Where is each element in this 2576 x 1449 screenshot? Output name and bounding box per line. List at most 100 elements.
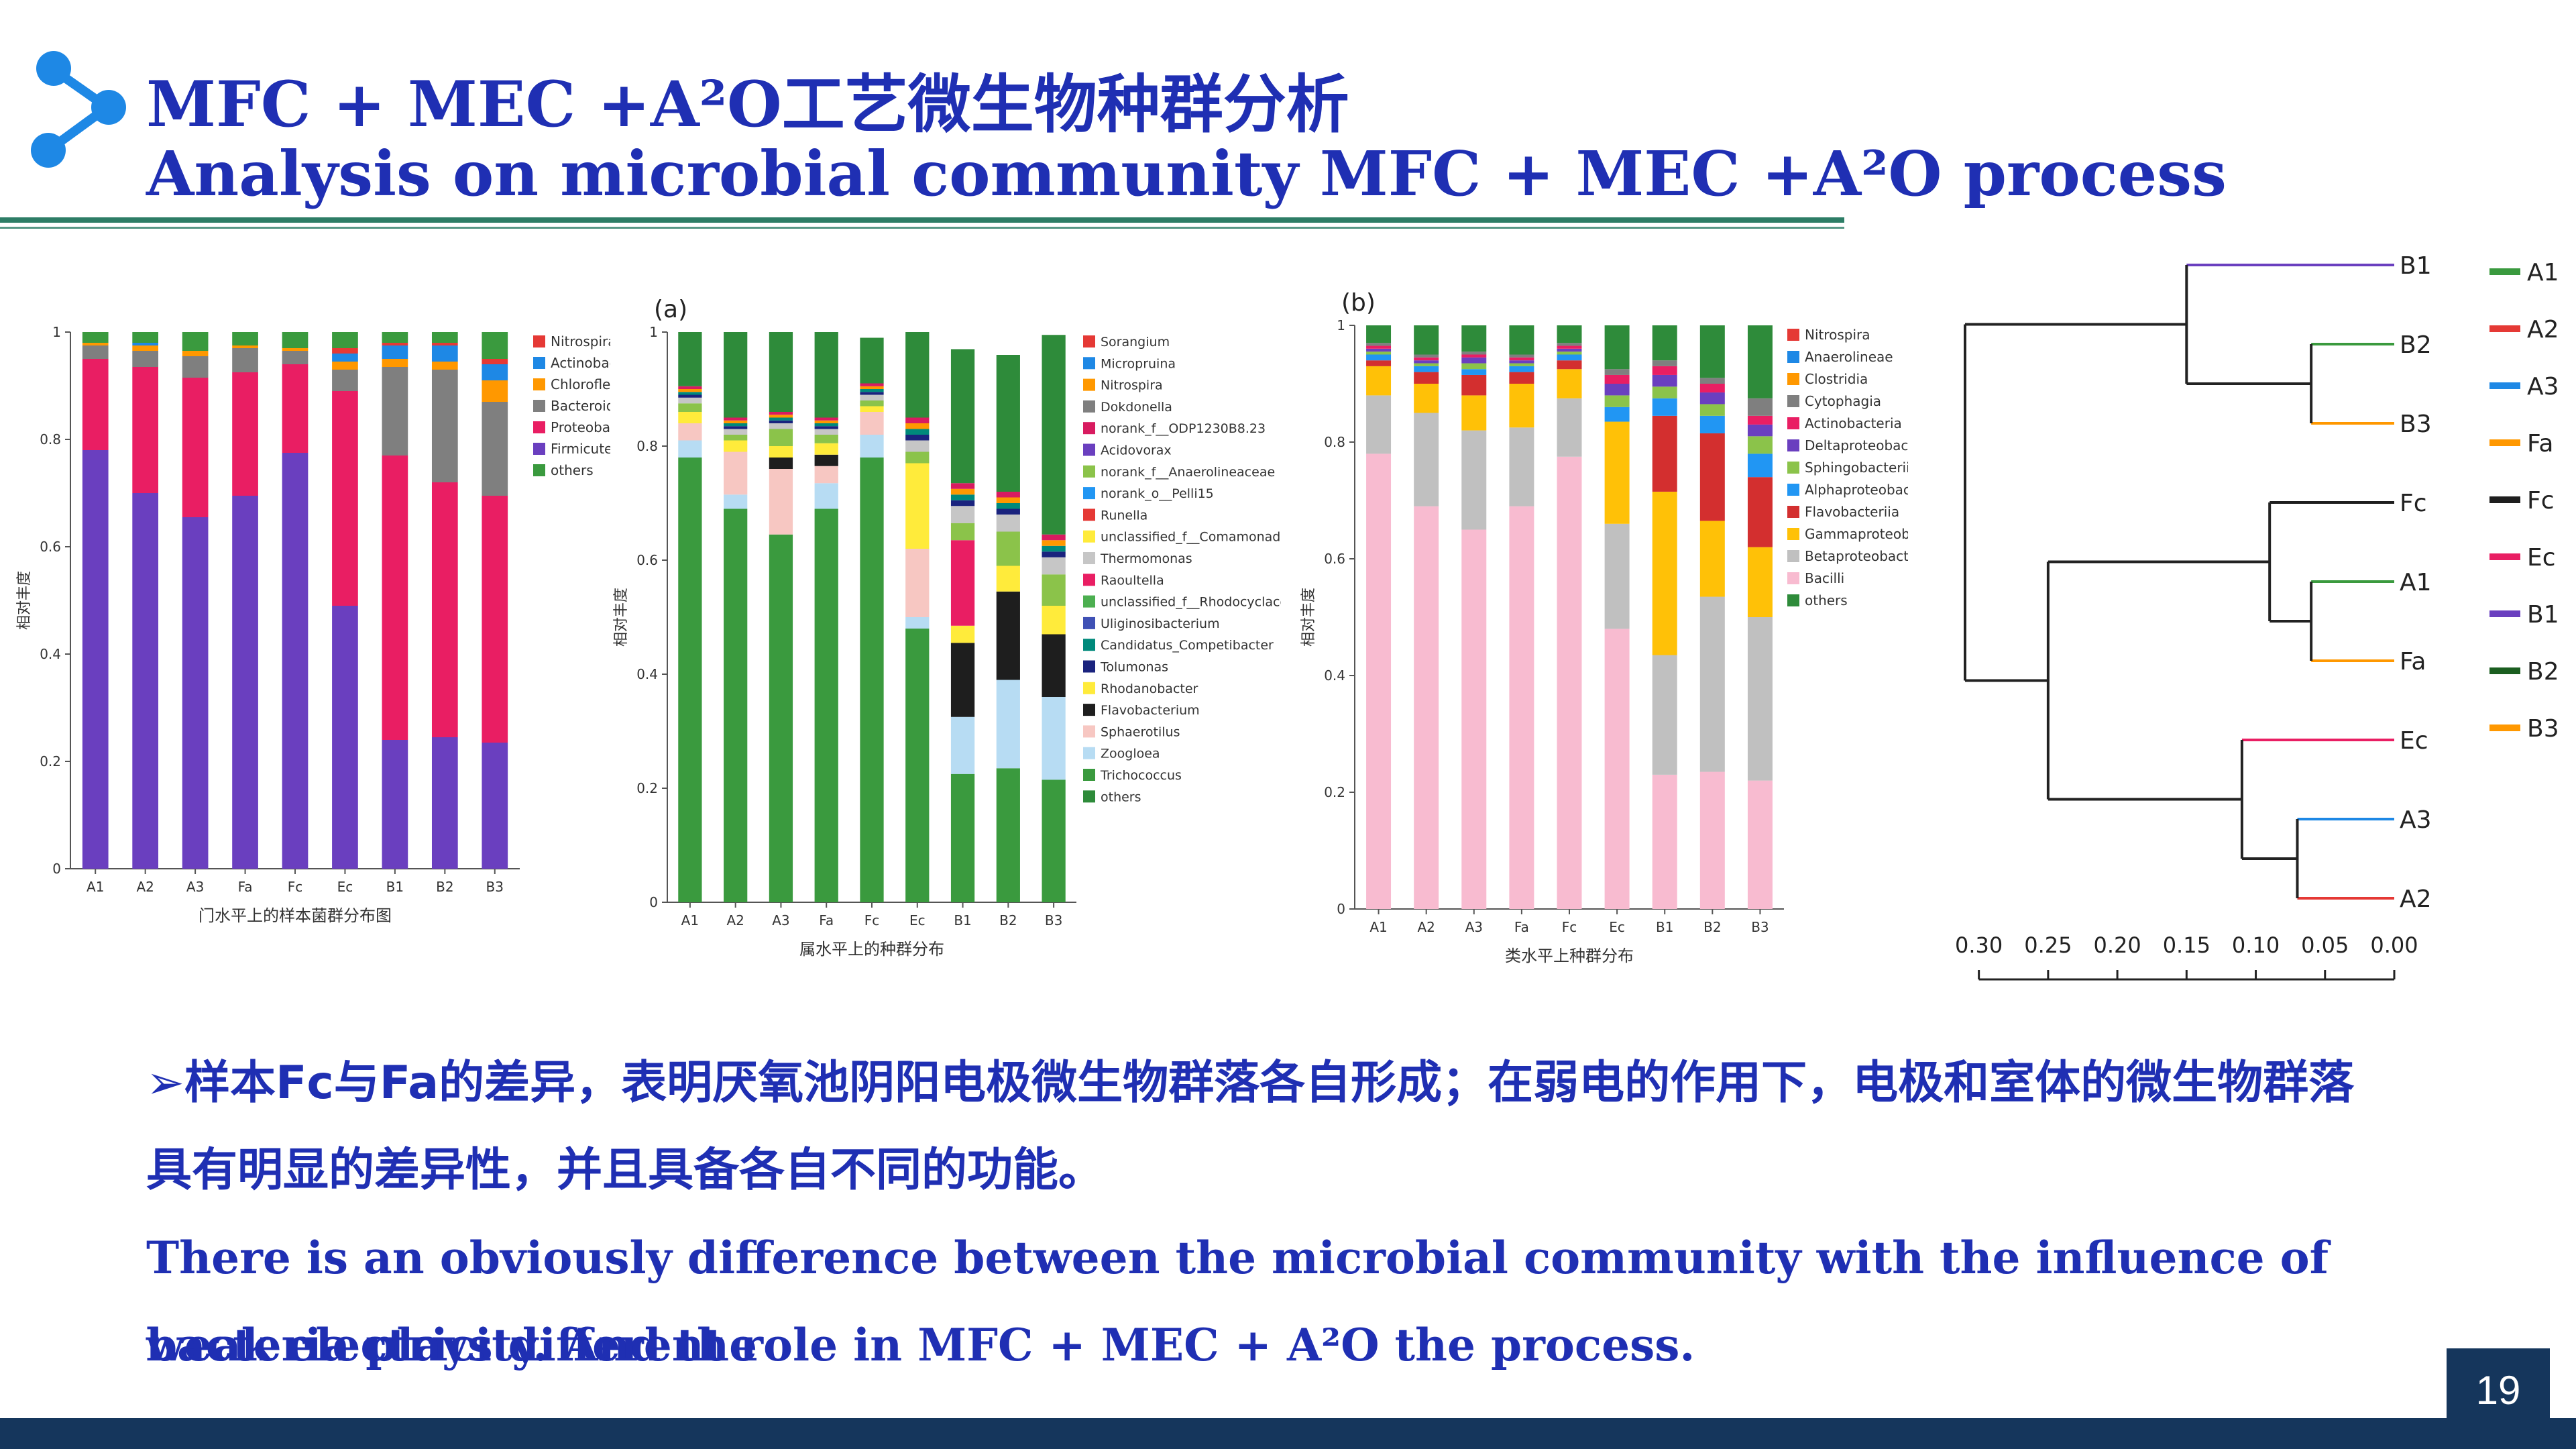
- legend-label: Fc: [2527, 487, 2555, 515]
- legend-label: Sphingobacteriia: [1805, 460, 1908, 476]
- bar-segment: [1699, 392, 1725, 405]
- x-tick-label: A1: [681, 912, 699, 928]
- bar-segment: [1461, 354, 1487, 358]
- leaf-label: B1: [2400, 252, 2432, 280]
- legend-label: Proteobacte: [551, 419, 610, 435]
- x-tick-label: A2: [1417, 919, 1435, 935]
- bar-segment: [1652, 774, 1677, 909]
- page-title-chinese: MFC + MEC +A²O工艺微生物种群分析: [146, 68, 1349, 142]
- bar-segment: [1747, 780, 1773, 909]
- class-bar-chart: 0 0.2 0.4 0.6 0.8 1 A1 A2 A3 Fa Fc Ec B1 B2 B3 类水平上种群分布…: [1300, 289, 1908, 965]
- bar-segment: [332, 348, 358, 354]
- legend-swatch: [533, 421, 545, 433]
- bar-segment: [860, 406, 884, 412]
- bar-segment: [1557, 352, 1582, 355]
- bar-segment: [282, 332, 309, 348]
- bar-segment: [905, 429, 930, 435]
- bar-segment: [1652, 386, 1677, 398]
- bar-segment: [769, 423, 793, 429]
- bar-segment: [182, 332, 209, 351]
- legend-label: Nitrospira: [1805, 327, 1870, 343]
- bar-segment: [1747, 436, 1773, 454]
- legend-swatch: [1787, 484, 1799, 496]
- bar-segment: [1699, 521, 1725, 597]
- bar-segment: [950, 506, 975, 523]
- bar-segment: [482, 380, 508, 402]
- bar-segment: [1557, 456, 1582, 909]
- bar-segment: [1557, 360, 1582, 370]
- bar-segment: [431, 345, 458, 362]
- scale-tick-label: 0.15: [2163, 932, 2210, 958]
- y-tick-label: 0: [1337, 901, 1345, 917]
- bar-segment: [1699, 378, 1725, 384]
- bar-segment: [1414, 384, 1439, 413]
- legend-label: Actinobacteria: [1805, 415, 1902, 431]
- bar-segment: [905, 451, 930, 464]
- bar-segment: [996, 591, 1020, 680]
- conclusion-cn-line-1: ➢样本Fc与Fa的差异，表明厌氧池阴阳电极微生物群落各自形成；在弱电的作用下，电…: [146, 1057, 2355, 1110]
- bar-segment: [860, 389, 884, 392]
- bar-segment: [860, 386, 884, 389]
- x-tick-label: B1: [954, 912, 971, 928]
- bar-segment: [814, 466, 838, 484]
- bar-segment: [678, 397, 702, 404]
- bar-segment: [1366, 345, 1392, 349]
- bar-segment: [1414, 357, 1439, 361]
- x-tick-label: Fc: [1562, 919, 1577, 935]
- bar-segment: [1414, 366, 1439, 372]
- bar-segment: [1604, 407, 1630, 422]
- bar-segment: [678, 423, 702, 441]
- bar-segment: [1042, 335, 1066, 535]
- bar-segment: [482, 332, 508, 359]
- x-tick-label: Fa: [238, 879, 253, 895]
- bar-segment: [1509, 372, 1534, 384]
- page-number: 19: [2447, 1348, 2550, 1432]
- legend-swatch: [1083, 725, 1095, 738]
- y-axis-label: 相对丰度: [1300, 588, 1317, 647]
- bar-segment: [1509, 360, 1534, 364]
- legend-swatch: [1083, 552, 1095, 564]
- y-tick-label: 0.4: [636, 666, 658, 682]
- bar-segment: [814, 332, 838, 418]
- bar-segment: [1366, 360, 1392, 366]
- legend-label: A3: [2527, 373, 2559, 400]
- title-divider: [0, 217, 1844, 223]
- x-tick-label: B3: [1751, 919, 1769, 935]
- legend-label: unclassified_f__Comamonadaceae: [1101, 530, 1281, 545]
- legend-swatch: [1083, 335, 1095, 347]
- bar-segment: [431, 370, 458, 482]
- bar-segment: [769, 534, 793, 902]
- legend-label: Uliginosibacterium: [1101, 616, 1220, 631]
- bar-segment: [996, 508, 1020, 515]
- bar-segment: [1042, 780, 1066, 902]
- legend-label: Bacilli: [1805, 570, 1844, 586]
- genus-bar-chart: 0 0.2 0.4 0.6 0.8 1 A1 A2 A3 Fa Fc Ec B1 B2 B3 属水平上的种群分…: [613, 296, 1281, 959]
- bar-segment: [332, 332, 358, 348]
- bar-segment: [724, 451, 748, 495]
- bar-segment: [1042, 545, 1066, 552]
- bar-segment: [232, 348, 258, 372]
- legend-label: Candidatus_Competibacter: [1101, 638, 1274, 653]
- legend-swatch: [533, 443, 545, 455]
- bar-segment: [1042, 606, 1066, 635]
- legend-swatch: [1787, 506, 1799, 518]
- bar-segment: [182, 517, 209, 869]
- bar-segment: [1699, 404, 1725, 416]
- legend-swatch: [1787, 550, 1799, 562]
- bar-segment: [1461, 369, 1487, 375]
- legend-label: B3: [2527, 715, 2559, 743]
- bar-segment: [282, 348, 309, 351]
- y-tick-label: 0.4: [1324, 667, 1345, 684]
- legend-swatch: [1083, 769, 1095, 781]
- bar-segment: [724, 426, 748, 429]
- bar-segment: [769, 415, 793, 418]
- bar-segment: [814, 423, 838, 427]
- bar-segment: [814, 420, 838, 423]
- legend-swatch: [1083, 443, 1095, 456]
- legend-swatch: [1083, 422, 1095, 435]
- bar-segment: [814, 483, 838, 509]
- x-tick-label: B3: [1045, 912, 1062, 928]
- bar-segment: [905, 549, 930, 617]
- leaf-label: Fa: [2400, 648, 2426, 676]
- y-tick-label: 0.2: [1324, 784, 1345, 800]
